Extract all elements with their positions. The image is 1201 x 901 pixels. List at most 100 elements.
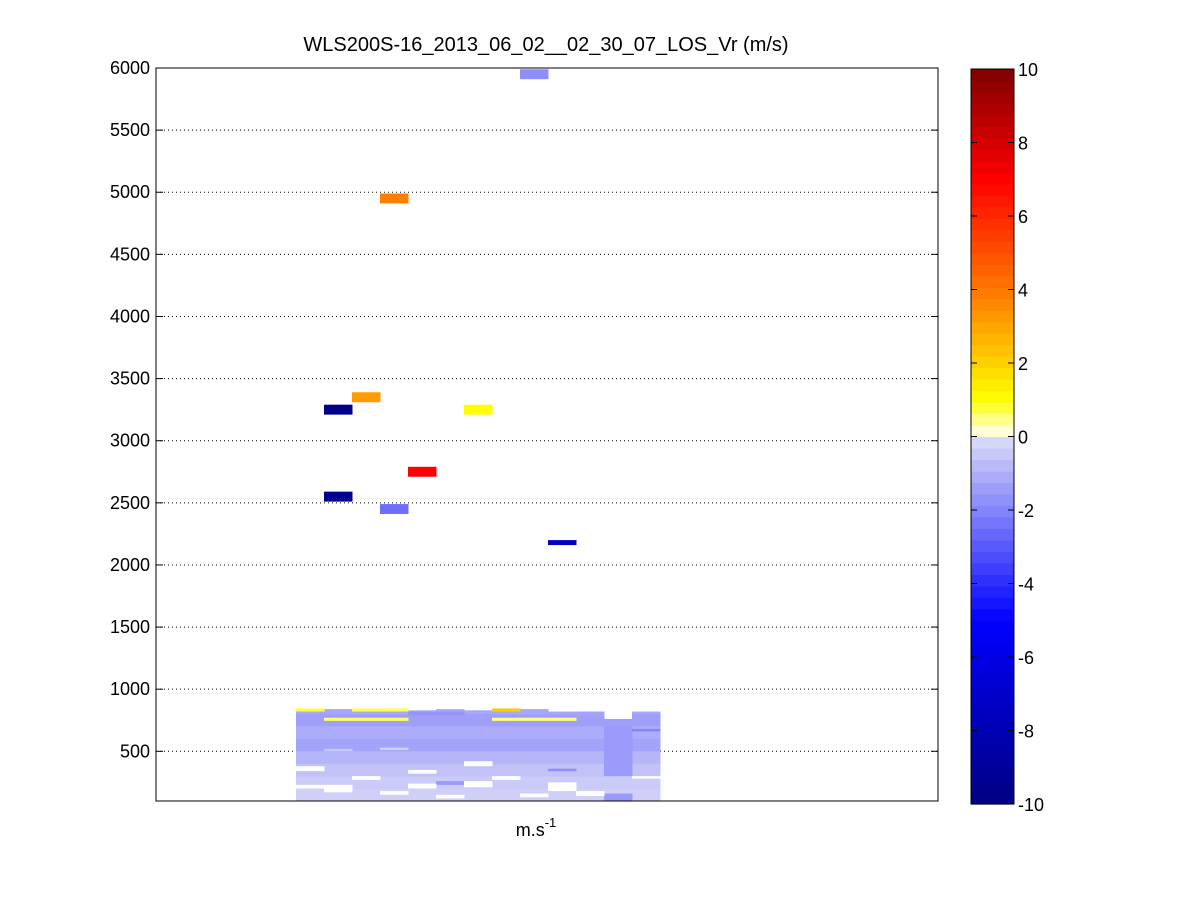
low-layer-band <box>492 763 521 777</box>
colorbar-swatch <box>971 310 1014 323</box>
low-layer-accent <box>576 711 605 717</box>
low-layer-gap <box>492 776 521 780</box>
heatmap-cell <box>380 193 409 204</box>
low-layer-gap <box>576 791 605 797</box>
low-layer-accent <box>548 768 577 772</box>
colorbar-swatch <box>971 505 1014 518</box>
low-layer-accent <box>352 717 381 721</box>
heatmap-cell <box>408 466 437 477</box>
colorbar-swatch <box>971 620 1014 633</box>
low-layer-band <box>520 763 549 777</box>
low-layer-gap <box>436 794 465 799</box>
colorbar-swatch <box>971 654 1014 667</box>
low-layer-band <box>548 751 577 764</box>
colorbar-swatch <box>971 700 1014 713</box>
colorbar-tick-label: 2 <box>1018 354 1028 374</box>
colorbar-swatch <box>971 264 1014 277</box>
x-axis-label-exponent: -1 <box>545 815 557 830</box>
low-layer-band <box>632 714 661 727</box>
colorbar-tick-label: 8 <box>1018 134 1028 154</box>
heatmap-cell <box>520 69 549 80</box>
colorbar-swatch <box>971 379 1014 392</box>
y-tick-label: 3000 <box>110 431 150 451</box>
colorbar-swatch <box>971 69 1014 82</box>
low-layer-band <box>576 714 605 727</box>
low-layer-gap <box>380 791 409 795</box>
colorbar-swatch <box>971 436 1014 449</box>
colorbar-swatch <box>971 712 1014 725</box>
y-tick-label: 5000 <box>110 182 150 202</box>
colorbar-swatch <box>971 229 1014 242</box>
low-layer-band <box>492 788 521 801</box>
y-tick-label: 6000 <box>110 58 150 78</box>
low-layer-band <box>464 751 493 764</box>
low-layer-accent <box>296 708 325 712</box>
x-axis-label: m.s-1 <box>516 815 557 840</box>
low-layer-band <box>464 714 493 727</box>
heatmap-cells <box>296 69 661 801</box>
low-layer-band <box>408 726 437 739</box>
low-layer-band <box>436 714 465 727</box>
colorbar-tick-label: -6 <box>1018 648 1034 668</box>
colorbar-swatch <box>971 746 1014 759</box>
colorbar-swatch <box>971 218 1014 231</box>
colorbar-swatch <box>971 482 1014 495</box>
low-layer-accent <box>548 717 577 721</box>
low-layer-band <box>576 751 605 764</box>
colorbar-swatch <box>971 769 1014 782</box>
heatmap-cell <box>324 404 353 415</box>
colorbar-swatch <box>971 425 1014 438</box>
colorbar-tick-label: 6 <box>1018 207 1028 227</box>
colorbar-swatch <box>971 447 1014 461</box>
colorbar-tick-label: -2 <box>1018 501 1034 521</box>
colorbar: -10 -8 -6 -4 -2 0 2 4 6 8 10 <box>970 60 1044 815</box>
low-layer-band <box>352 788 381 801</box>
colorbar-swatch <box>971 252 1014 265</box>
low-layer-band <box>548 788 577 801</box>
colorbar-swatch <box>971 298 1014 311</box>
plot-frame <box>155 67 939 802</box>
colorbar-tick-label: -8 <box>1018 722 1034 742</box>
low-layer-band <box>576 738 605 752</box>
colorbar-swatch <box>971 539 1014 552</box>
colorbar-swatch <box>971 781 1014 794</box>
low-layer-accent <box>324 717 353 721</box>
low-layer-gap <box>464 761 493 767</box>
y-tick-label: 2500 <box>110 493 150 513</box>
colorbar-tick-label: 10 <box>1018 60 1038 80</box>
low-layer-gap <box>324 784 353 793</box>
low-layer-band <box>632 738 661 752</box>
low-layer-band <box>632 726 661 739</box>
colorbar-swatch <box>971 528 1014 541</box>
colorbar-swatch <box>971 677 1014 690</box>
colorbar-swatch <box>971 275 1014 288</box>
colorbar-swatch <box>971 126 1014 139</box>
colorbar-swatch <box>971 562 1014 575</box>
y-axis-ticks: 500 1000 1500 2000 2500 3000 3500 4000 4500 5000 5… <box>110 58 938 761</box>
heatmap-cell <box>352 392 381 403</box>
low-layer-gap <box>296 766 325 772</box>
colorbar-swatch <box>971 470 1014 484</box>
y-tick-label: 4000 <box>110 306 150 326</box>
low-layer-band <box>324 763 353 777</box>
low-layer-accent <box>380 747 409 751</box>
colorbar-swatch <box>971 758 1014 771</box>
colorbar-swatch <box>971 183 1014 196</box>
colorbar-swatch <box>971 643 1014 656</box>
plot-background <box>156 68 938 801</box>
low-layer-band <box>632 776 661 789</box>
plot-area: 500 1000 1500 2000 2500 3000 3500 4000 4500 5000 5… <box>110 58 939 802</box>
colorbar-swatches <box>971 69 1014 805</box>
low-layer-accent <box>352 708 381 712</box>
low-layer-band <box>464 726 493 739</box>
colorbar-swatch <box>971 723 1014 736</box>
low-layer-band <box>352 751 381 764</box>
low-layer-gap <box>520 793 549 798</box>
low-layer-band <box>576 763 605 777</box>
low-layer-accent <box>492 708 521 712</box>
low-layer-band <box>464 788 493 801</box>
low-layer-accent <box>492 717 521 721</box>
low-layer-band <box>436 751 465 764</box>
low-layer-accent <box>604 793 633 801</box>
low-layer-band <box>352 763 381 777</box>
